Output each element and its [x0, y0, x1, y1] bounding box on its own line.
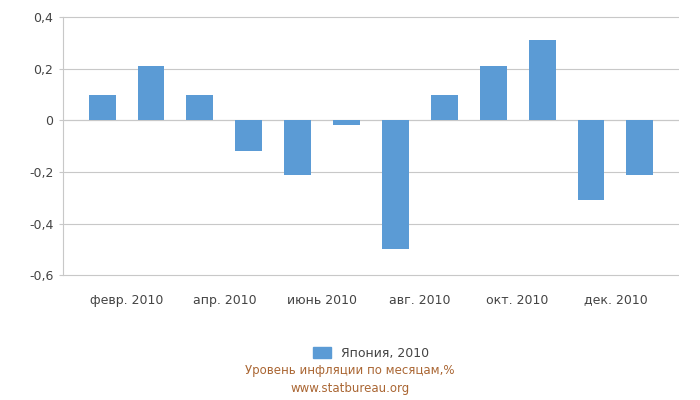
Bar	[626, 120, 653, 174]
Bar	[480, 66, 507, 120]
Bar	[578, 120, 604, 200]
Bar	[284, 120, 311, 174]
Bar	[382, 120, 409, 249]
Bar	[138, 66, 164, 120]
Bar	[186, 94, 214, 120]
Text: www.statbureau.org: www.statbureau.org	[290, 382, 410, 395]
Bar	[528, 40, 556, 120]
Bar	[89, 94, 116, 120]
Bar	[431, 94, 458, 120]
Bar	[235, 120, 262, 151]
Legend: Япония, 2010: Япония, 2010	[307, 342, 435, 364]
Text: Уровень инфляции по месяцам,%: Уровень инфляции по месяцам,%	[245, 364, 455, 377]
Bar	[333, 120, 360, 126]
